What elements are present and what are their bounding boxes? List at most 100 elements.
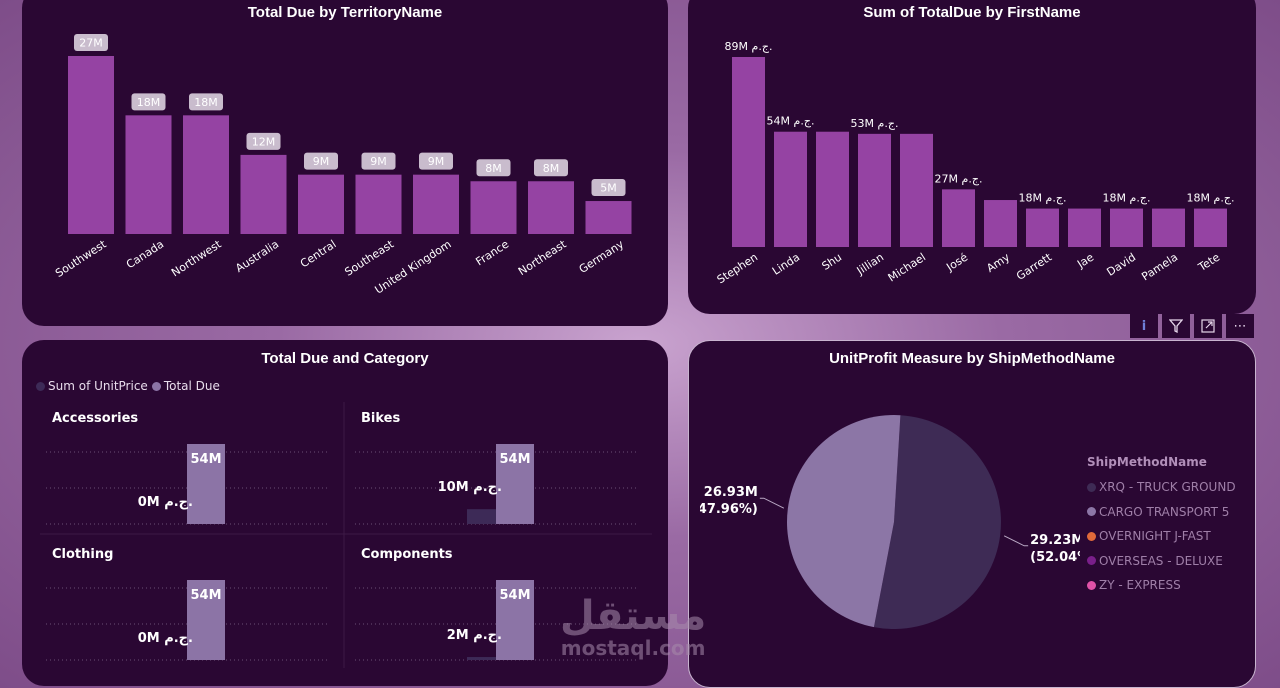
data-label-garrett: 18M ج.م. <box>1019 192 1067 205</box>
bar-michael[interactable] <box>900 133 933 247</box>
legend-dot-zy-express <box>1087 580 1096 590</box>
data-label-northwest: 18M <box>194 96 218 109</box>
data-label-jos-: 27M ج.م. <box>935 172 983 185</box>
data-label-bg-southeast <box>361 152 396 170</box>
x-tick-northeast: Northeast <box>516 237 569 278</box>
pie-pct-xrq-truck-ground: (52.04%) <box>1030 550 1080 565</box>
data-label-unitprice-bikes: 10M ج.م. <box>438 480 502 495</box>
legend-label-xrq-truck-ground: XRQ - TRUCK GROUND <box>1099 480 1236 495</box>
bar-garrett[interactable] <box>1026 208 1059 247</box>
territory-chart: 27M Southwest 18M Canada 18M Northwest 12M Aust… <box>53 34 632 297</box>
pie-pct-cargo-transport-5: (47.96%) <box>700 502 758 517</box>
bar-totaldue-clothing[interactable] <box>187 580 225 660</box>
data-label-stephen: 89M ج.م. <box>725 40 773 53</box>
pie-legend-item-zy-express[interactable]: ZY - EXPRESS <box>1087 573 1236 598</box>
category-small-multiples: Accessories 54M 0M ج.م. Bikes 54M 10M ج.م. Clo… <box>40 402 652 668</box>
bar-jos-[interactable] <box>942 189 975 247</box>
bar-canada[interactable] <box>125 115 172 234</box>
pie-slice-xrq-truck-ground[interactable] <box>873 415 1002 629</box>
territory-chart-panel[interactable]: Total Due by TerritoryName 27M Southwest 1… <box>22 0 668 326</box>
pie-slice-cargo-transport-5[interactable] <box>787 415 901 628</box>
bar-pamela[interactable] <box>1152 208 1185 247</box>
legend-dot-cargo-transport-5 <box>1087 507 1096 517</box>
legend-dot-totaldue <box>151 382 161 391</box>
shipmethod-pie-chart: 29.23M (52.04%) 26.93M (47.96%) <box>700 415 1080 629</box>
x-tick-tete: Tete <box>1195 250 1222 274</box>
bar-shu[interactable] <box>816 131 849 247</box>
x-tick-southwest: Southwest <box>53 237 109 280</box>
bar-central[interactable] <box>298 174 344 234</box>
data-label-australia: 12M <box>252 135 276 148</box>
category-chart-panel[interactable]: Total Due and Category <box>22 340 668 686</box>
data-label-jillian: 53M ج.م. <box>851 117 899 130</box>
data-label-bg-central <box>304 152 338 170</box>
x-tick-david: David <box>1104 251 1138 279</box>
visual-toolbar: i ⋯ <box>1112 314 1254 338</box>
data-label-totaldue-components: 54M <box>499 588 530 603</box>
legend-label-totaldue: Total Due <box>163 379 220 393</box>
data-label-central: 9M <box>313 155 330 168</box>
watermark-arabic: مستقل <box>560 593 707 639</box>
watermark-latin: mostaql.com <box>560 636 706 660</box>
bar-unitprice-bikes[interactable] <box>467 509 503 524</box>
bar-totaldue-components[interactable] <box>496 580 534 660</box>
pie-legend: ShipMethodName XRQ - TRUCK GROUND CARGO T… <box>1087 455 1236 598</box>
firstname-chart: 89M ج.م. Stephen 54M ج.م. Linda Shu 53M ج.م. J… <box>715 40 1235 286</box>
bar-linda[interactable] <box>774 131 807 247</box>
bar-germany[interactable] <box>585 201 632 234</box>
firstname-chart-panel[interactable]: Sum of TotalDue by FirstName 89M ج.م. Ste… <box>688 0 1256 314</box>
bar-united-kingdom[interactable] <box>413 174 459 234</box>
pie-legend-title: ShipMethodName <box>1087 455 1207 469</box>
data-label-northeast: 8M <box>543 162 560 175</box>
bar-southwest[interactable] <box>68 56 114 234</box>
pie-legend-item-overseas-deluxe[interactable]: OVERSEAS - DELUXE <box>1087 549 1236 574</box>
data-label-unitprice-components: 2M ج.م. <box>447 628 502 643</box>
bar-unitprice-components[interactable] <box>467 657 503 660</box>
bar-northeast[interactable] <box>528 181 574 234</box>
x-tick-pamela: Pamela <box>1139 251 1180 284</box>
data-label-southwest: 27M <box>79 37 103 50</box>
bar-tete[interactable] <box>1194 208 1227 247</box>
data-label-canada: 18M <box>137 96 161 109</box>
filter-icon[interactable] <box>1162 314 1190 338</box>
bar-southeast[interactable] <box>355 174 402 234</box>
pie-legend-item-cargo-transport-5[interactable]: CARGO TRANSPORT 5 <box>1087 500 1236 525</box>
x-tick-central: Central <box>298 238 339 271</box>
data-label-unitprice-clothing: 0M ج.م. <box>138 631 193 646</box>
data-label-tete: 18M ج.م. <box>1187 192 1235 205</box>
pie-legend-item-xrq-truck-ground[interactable]: XRQ - TRUCK GROUND <box>1087 475 1236 500</box>
data-label-david: 18M ج.م. <box>1103 192 1151 205</box>
bar-totaldue-bikes[interactable] <box>496 444 534 524</box>
info-icon[interactable]: i <box>1130 314 1158 338</box>
data-label-bg-northwest <box>189 93 223 111</box>
legend-label-overnight-j-fast: OVERNIGHT J-FAST <box>1099 529 1211 544</box>
bar-france[interactable] <box>470 181 517 234</box>
bar-northwest[interactable] <box>183 115 229 234</box>
territory-chart-title: Total Due by TerritoryName <box>247 4 443 21</box>
more-options-icon[interactable]: ⋯ <box>1226 314 1254 338</box>
pie-legend-item-overnight-j-fast[interactable]: OVERNIGHT J-FAST <box>1087 524 1236 549</box>
bar-jae[interactable] <box>1068 208 1101 247</box>
x-tick-jae: Jae <box>1074 250 1096 271</box>
focus-mode-icon[interactable] <box>1194 314 1222 338</box>
bar-david[interactable] <box>1110 208 1143 247</box>
legend-item-unitprice[interactable]: Sum of UnitPrice <box>36 379 148 393</box>
legend-item-totaldue[interactable]: Total Due <box>151 379 220 393</box>
data-label-southeast: 9M <box>370 155 387 168</box>
bar-totaldue-accessories[interactable] <box>187 444 225 524</box>
x-tick-germany: Germany <box>577 237 627 276</box>
bar-amy[interactable] <box>984 200 1017 247</box>
bar-jillian[interactable] <box>858 133 891 247</box>
legend-label-overseas-deluxe: OVERSEAS - DELUXE <box>1099 553 1223 568</box>
pie-chart-title: UnitProfit Measure by ShipMethodName <box>829 350 1115 367</box>
x-tick-jos-: José <box>943 250 970 274</box>
pie-leader-xrq-truck-ground <box>1003 535 1029 547</box>
x-tick-amy: Amy <box>984 250 1012 275</box>
legend-dot-xrq-truck-ground <box>1087 482 1096 492</box>
data-label-bg-southwest <box>74 34 108 51</box>
x-tick-linda: Linda <box>770 251 802 278</box>
x-tick-shu: Shu <box>819 251 844 273</box>
bar-stephen[interactable] <box>732 57 765 247</box>
pie-value-xrq-truck-ground: 29.23M <box>1030 533 1080 548</box>
bar-australia[interactable] <box>240 154 287 234</box>
